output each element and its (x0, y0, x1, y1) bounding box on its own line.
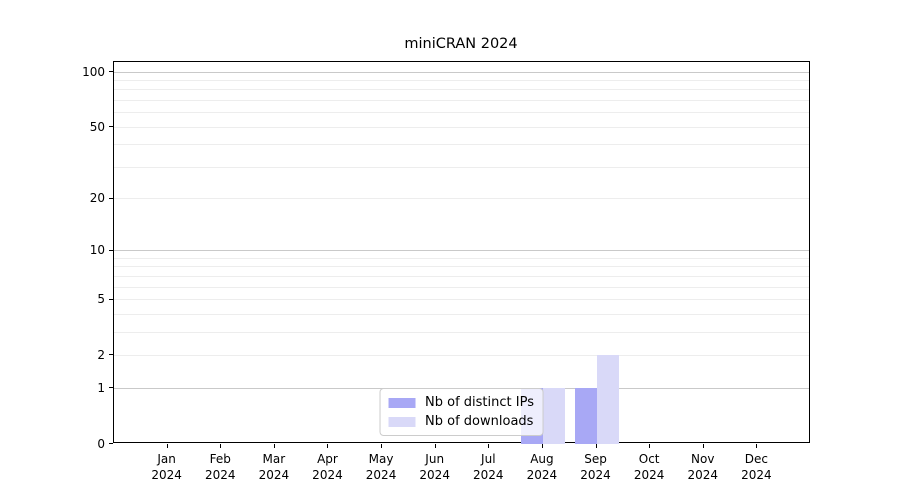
x-tick-mark (541, 444, 543, 448)
y-tick-label: 0 (97, 436, 105, 451)
x-tick-label: Mar 2024 (259, 451, 290, 483)
y-tick-label: 20 (89, 191, 105, 206)
minor-gridline (114, 100, 809, 102)
x-tick-mark (220, 444, 222, 448)
plot-area: Nb of distinct IPs Nb of downloads (113, 61, 810, 444)
x-tick-mark (166, 444, 168, 448)
x-tick-month: May (368, 452, 394, 466)
x-tick-year: 2024 (526, 468, 558, 482)
x-tick-month: Mar (262, 452, 286, 466)
x-tick-year: 2024 (151, 468, 182, 482)
x-tick-month: Sep (584, 452, 607, 466)
x-tick-year: 2024 (633, 468, 665, 482)
y-tick-mark (109, 354, 113, 356)
x-tick-month: Apr (317, 452, 338, 466)
x-tick-month: Dec (744, 452, 768, 466)
major-gridline (114, 71, 809, 73)
x-tick-year: 2024 (419, 468, 450, 482)
x-tick-label: Apr 2024 (312, 451, 343, 483)
minor-gridline (114, 266, 809, 268)
bar-sep-distinct-ips (574, 388, 597, 444)
y-tick-label: 1 (97, 380, 105, 395)
x-tick-mark (702, 444, 704, 448)
x-tick-year: 2024 (204, 468, 236, 482)
x-tick-year: 2024 (312, 468, 343, 482)
x-tick-year: 2024 (741, 468, 772, 482)
minor-gridline (114, 144, 809, 146)
x-tick-mark (488, 444, 490, 448)
y-tick-mark (109, 387, 113, 389)
y-tick-mark (109, 71, 113, 73)
x-tick-label: Jul 2024 (473, 451, 504, 483)
x-tick-mark (756, 444, 758, 448)
minor-gridline (114, 331, 809, 333)
legend-row: Nb of downloads (388, 414, 534, 429)
minor-gridline (114, 112, 809, 114)
major-gridline (114, 250, 809, 252)
minor-gridline (114, 257, 809, 259)
x-tick-year: 2024 (580, 468, 611, 482)
x-tick-month: Oct (638, 452, 660, 466)
x-tick-label: Feb 2024 (205, 451, 236, 483)
minor-gridline (114, 166, 809, 168)
legend-label: Nb of downloads (425, 414, 534, 429)
x-tick-year: 2024 (365, 468, 397, 482)
minor-gridline (114, 299, 809, 301)
y-tick-label: 50 (89, 119, 105, 134)
chart-title: miniCRAN 2024 (404, 36, 518, 52)
minor-gridline (114, 313, 809, 315)
bar-aug-downloads (542, 388, 565, 444)
legend-label: Nb of distinct IPs (425, 395, 534, 410)
x-tick-month: Jun (425, 452, 445, 466)
x-tick-mark (649, 444, 651, 448)
legend-row: Nb of distinct IPs (388, 395, 534, 410)
x-tick-month: Jan (157, 452, 176, 466)
x-tick-month: Feb (209, 452, 231, 466)
y-tick-label: 100 (82, 64, 105, 79)
y-tick-mark (109, 298, 113, 300)
y-tick-mark (109, 197, 113, 199)
x-tick-label: Aug 2024 (527, 451, 558, 483)
x-tick-label: Nov 2024 (687, 451, 718, 483)
x-tick-month: Jul (481, 452, 496, 466)
x-tick-year: 2024 (687, 468, 719, 482)
x-tick-mark (434, 444, 436, 448)
x-tick-label: Dec 2024 (741, 451, 772, 483)
y-tick-mark (109, 443, 113, 444)
x-tick-label: Jan 2024 (151, 451, 182, 483)
y-tick-label: 10 (89, 243, 105, 258)
y-tick-mark (109, 126, 113, 128)
legend-swatch (388, 397, 416, 408)
x-tick-year: 2024 (258, 468, 290, 482)
x-tick-label: Sep 2024 (580, 451, 611, 483)
minor-gridline (114, 89, 809, 91)
x-tick-label: Oct 2024 (634, 451, 665, 483)
minor-gridline (114, 275, 809, 277)
x-tick-label: May 2024 (366, 451, 397, 483)
bar-sep-downloads (596, 355, 619, 444)
x-tick-mark (381, 444, 383, 448)
x-tick-month: Nov (691, 452, 715, 466)
y-tick-mark (109, 249, 113, 251)
x-tick-mark (327, 444, 329, 448)
y-tick-label: 5 (97, 292, 105, 307)
minor-gridline (114, 286, 809, 288)
minor-gridline (114, 80, 809, 82)
minor-gridline (114, 198, 809, 200)
x-tick-month: Aug (530, 452, 554, 466)
x-tick-mark (595, 444, 597, 448)
legend: Nb of distinct IPs Nb of downloads (379, 388, 544, 436)
x-tick-mark (273, 444, 275, 448)
minor-gridline (114, 354, 809, 356)
x-tick-year: 2024 (473, 468, 504, 482)
legend-swatch (388, 416, 416, 427)
y-tick-label: 2 (97, 347, 105, 362)
minor-gridline (114, 126, 809, 128)
x-tick-label: Jun 2024 (419, 451, 450, 483)
